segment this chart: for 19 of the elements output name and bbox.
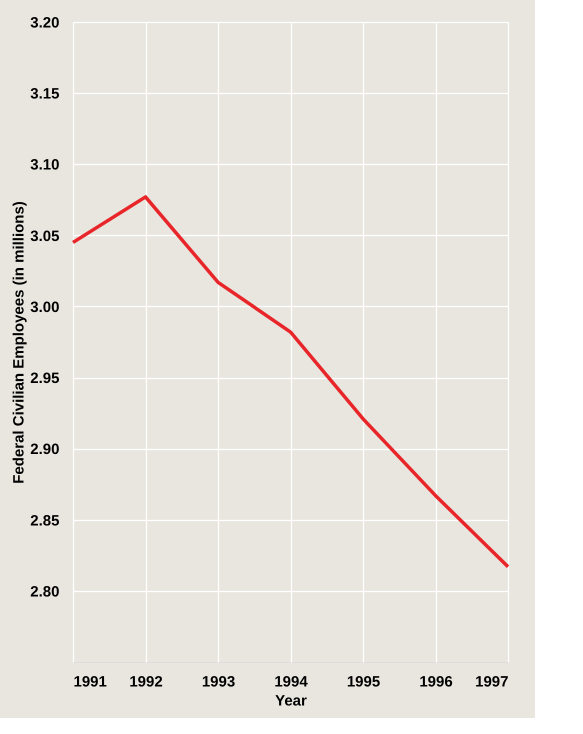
line-series [71,195,510,568]
y-tick-label: 2.90 [30,441,60,458]
y-tick-label: 3.00 [30,298,60,316]
x-tick-label: 1996 [419,674,453,690]
y-tick-label: 3.05 [30,228,60,245]
y-tick-label: 3.15 [30,86,60,103]
x-tick-label: 1997 [475,674,508,690]
y-tick-label: 3.10 [30,156,60,174]
y-tick-label: 3.20 [30,14,60,32]
x-axis-title: Year [275,692,308,710]
x-tick-label: 1995 [346,674,380,690]
y-tick-label: 2.95 [30,370,60,388]
y-tick-label: 2.85 [30,512,60,530]
x-tick-label: 1991 [74,674,107,690]
y-tick-label: 2.80 [30,583,60,600]
x-tick-label: 1994 [274,674,308,690]
y-axis-title: Federal Civilian Employees (in millions) [10,201,28,484]
x-tick-label: 1993 [202,674,236,690]
x-tick-label: 1992 [129,674,163,690]
